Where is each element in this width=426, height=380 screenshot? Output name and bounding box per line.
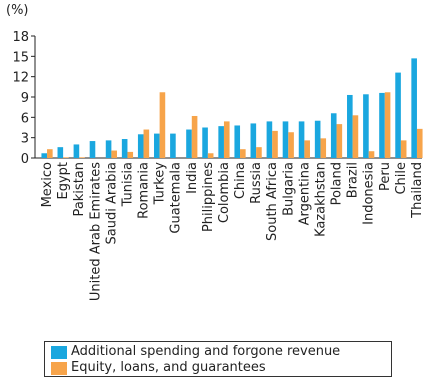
x-category-label: Guatemala <box>169 162 184 234</box>
bar-equity <box>223 121 230 158</box>
bar-spending <box>41 153 48 158</box>
bar-equity <box>143 129 150 158</box>
x-category-label: Saudi Arabia <box>104 162 119 245</box>
bar-equity <box>159 92 166 158</box>
x-category-label: Egypt <box>56 162 71 200</box>
legend-label-spending: Additional spending and forgone revenue <box>71 344 341 359</box>
bar-spending <box>347 94 353 158</box>
bar-spending <box>105 140 112 158</box>
bar-equity <box>272 130 278 158</box>
bar-equity <box>320 138 327 158</box>
bar-spending <box>202 127 208 158</box>
bar-spending <box>57 147 64 158</box>
bar-spending <box>395 72 401 158</box>
x-category-label: South Africa <box>265 162 280 241</box>
legend-swatch-spending <box>51 345 67 359</box>
x-category-label: United Arab Emirates <box>88 162 103 301</box>
y-tick-label: 15 <box>12 50 29 65</box>
x-category-label: Indonesia <box>362 162 377 225</box>
y-axis: 0 3 6 9 12 15 18 <box>12 30 422 167</box>
bar-equity <box>288 132 294 158</box>
bar-equity <box>127 151 134 158</box>
bar-equity <box>400 140 407 158</box>
bar-spending <box>363 94 369 158</box>
bar-spending <box>73 144 80 158</box>
bar-spending <box>250 123 257 158</box>
bar-spending <box>411 58 417 159</box>
bar-spending <box>314 120 321 158</box>
bar-spending <box>154 133 160 158</box>
y-tick-label: 3 <box>21 132 29 147</box>
legend-item-spending: Additional spending and forgone revenue <box>51 344 385 360</box>
legend-label-equity: Equity, loans, and guarantees <box>71 360 266 375</box>
y-tick-label: 18 <box>12 30 29 45</box>
x-category-label: Brazil <box>346 162 361 198</box>
bar-equity <box>336 124 343 158</box>
bar-chart: (%) 0 3 6 9 12 15 18 Mexico Egypt Pakistan United… <box>6 3 425 301</box>
y-tick-label: 9 <box>21 91 29 106</box>
legend-swatch-equity <box>51 361 67 375</box>
y-tick-label: 12 <box>12 71 29 86</box>
x-category-label: Argentina <box>297 162 312 225</box>
bar-spending <box>266 121 273 158</box>
bar-spending <box>170 133 176 158</box>
bar-equity <box>79 157 85 158</box>
x-category-label: Poland <box>330 162 345 205</box>
x-category-label: Thailand <box>410 162 425 219</box>
bar-spending <box>234 125 241 158</box>
bar-equity <box>352 115 359 158</box>
x-category-label: Colombia <box>217 162 232 223</box>
bar-spending <box>89 141 96 158</box>
x-category-label: Peru <box>378 162 393 191</box>
bar-equity <box>256 147 262 158</box>
bar-equity <box>47 149 53 158</box>
x-category-label: India <box>185 162 200 194</box>
x-category-label: Chile <box>394 162 409 195</box>
bar-spending <box>298 121 305 158</box>
bar-spending <box>379 92 385 158</box>
bar-spending <box>186 129 192 158</box>
legend-item-equity: Equity, loans, and guarantees <box>51 360 385 376</box>
x-category-label: Romania <box>137 162 152 219</box>
x-category-label: Kazakhstan <box>313 162 328 237</box>
x-category-label: Russia <box>249 162 264 204</box>
x-category-label: Mexico <box>40 162 55 207</box>
bar-equity <box>416 128 423 158</box>
bar-spending <box>218 126 224 158</box>
x-category-label: China <box>233 162 248 199</box>
bar-series-group <box>41 58 423 159</box>
x-category-label: Pakistan <box>72 162 87 216</box>
bar-equity <box>207 153 214 158</box>
chart-legend: Additional spending and forgone revenue … <box>44 341 392 377</box>
y-axis-unit-label: (%) <box>6 3 29 18</box>
x-category-label: Bulgaria <box>281 162 296 216</box>
bar-equity <box>63 157 69 158</box>
bar-equity <box>191 115 198 158</box>
bar-spending <box>137 134 144 158</box>
x-axis: Mexico Egypt Pakistan United Arab Emirates S… <box>40 162 425 301</box>
bar-equity <box>240 149 246 158</box>
bar-equity <box>304 140 310 158</box>
x-category-label: Philippines <box>201 162 216 232</box>
bar-equity <box>111 150 117 158</box>
bar-spending <box>121 139 128 158</box>
bar-equity <box>368 151 375 158</box>
bar-spending <box>330 113 337 158</box>
bar-spending <box>282 121 289 158</box>
x-category-label: Turkey <box>153 162 168 206</box>
y-tick-label: 6 <box>21 111 29 126</box>
bar-equity <box>384 92 391 158</box>
x-category-label: Tunisia <box>120 162 135 207</box>
y-tick-label: 0 <box>21 152 29 167</box>
